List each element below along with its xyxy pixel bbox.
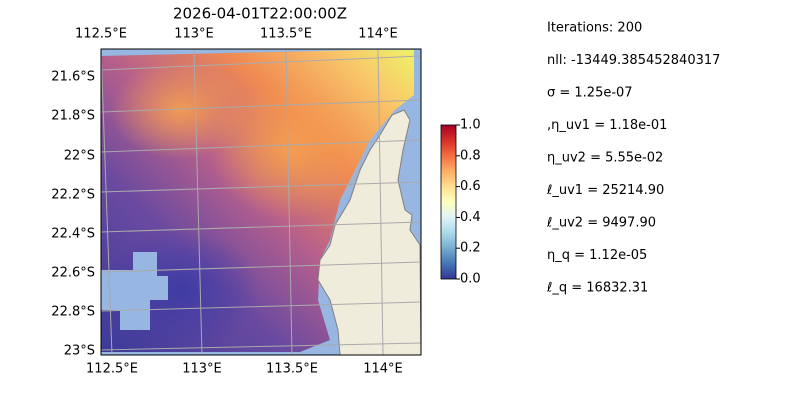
colorbar-tick-label: 1.0 <box>460 118 481 133</box>
colorbar-tick-label: 0.0 <box>460 272 481 287</box>
lon-label: 113.5°E <box>266 362 318 377</box>
lon-label: 113.5°E <box>260 27 312 42</box>
lat-labels: 21.6°S 21.8°S 22°S 22.2°S 22.4°S 22.6°S … <box>51 70 95 359</box>
info-line: Iterations: 200 <box>547 21 642 36</box>
graticule <box>101 55 421 351</box>
info-line: nll: -13449.385452840317 <box>547 53 720 68</box>
lat-label: 21.8°S <box>51 109 95 124</box>
info-line: ℓ_uv2 = 9497.90 <box>546 216 656 231</box>
info-line: σ = 1.25e-07 <box>547 86 633 101</box>
map-frame <box>100 48 422 356</box>
map <box>101 49 421 355</box>
info-line: η_q = 1.12e-05 <box>547 248 647 263</box>
lon-labels-bottom: 112.5°E 113°E 113.5°E 114°E <box>86 362 403 377</box>
field-highlight <box>110 60 250 160</box>
lon-label: 112.5°E <box>75 27 127 42</box>
lat-label: 22°S <box>64 149 95 164</box>
lat-label: 23°S <box>64 344 95 359</box>
info-line: ,η_uv1 = 1.18e-01 <box>547 118 667 133</box>
lon-label: 113°E <box>182 362 222 377</box>
colorbar-tick-label: 0.2 <box>460 241 481 256</box>
colorbar-tick-label: 0.6 <box>460 179 481 194</box>
info-line: ℓ_uv1 = 25214.90 <box>546 183 664 198</box>
lon-label: 114°E <box>358 27 398 42</box>
land <box>317 109 421 355</box>
lat-label: 22.4°S <box>51 227 95 242</box>
colorbar <box>440 124 457 280</box>
info-line: ℓ_q = 16832.31 <box>546 281 648 296</box>
info-panel: Iterations: 200 nll: -13449.385452840317 σ… <box>546 21 720 296</box>
colorbar-tick-label: 0.8 <box>460 148 481 163</box>
lat-label: 22.2°S <box>51 188 95 203</box>
lat-label: 22.6°S <box>51 266 95 281</box>
lon-labels-top: 112.5°E 113°E 113.5°E 114°E <box>75 27 398 42</box>
lat-label: 22.8°S <box>51 305 95 320</box>
lon-label: 114°E <box>363 362 403 377</box>
map-title: 2026-04-01T22:00:00Z <box>173 5 347 23</box>
lon-label: 113°E <box>174 27 214 42</box>
info-line: η_uv2 = 5.55e-02 <box>547 151 663 166</box>
colorbar-tick-label: 0.4 <box>460 210 481 225</box>
lat-label: 21.6°S <box>51 70 95 85</box>
lon-label: 112.5°E <box>86 362 138 377</box>
colorbar-ticks: 0.0 0.2 0.4 0.6 0.8 1.0 <box>456 118 481 287</box>
graticule <box>101 49 384 355</box>
